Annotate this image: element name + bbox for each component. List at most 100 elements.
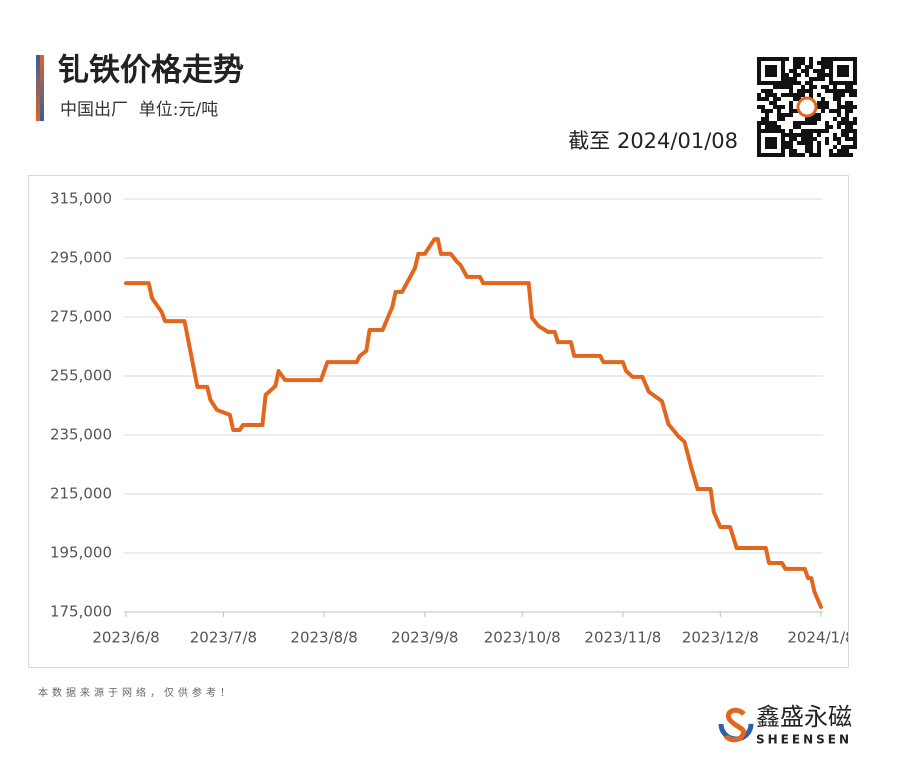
qr-cell [845,145,849,149]
qr-cell [801,89,805,93]
qr-cell [817,77,821,81]
x-axis: 2023/6/8 2023/7/8 2023/8/8 2023/9/8 2023/10/… [92,612,848,647]
brand-name: 鑫盛永磁 [756,703,852,731]
qr-cell [777,109,781,113]
qr-cell [789,89,793,93]
qr-cell [805,141,809,145]
qr-cell [765,117,769,121]
qr-cell [793,61,797,65]
qr-cell [801,129,805,133]
qr-cell [845,137,849,141]
chart-subtitle: 中国出厂 单位:元/吨 [60,100,218,120]
qr-cell [773,105,777,109]
qr-cell [849,93,853,97]
qr-cell [765,89,769,93]
qr-cell [825,125,829,129]
qr-cell [821,129,825,133]
qr-cell [837,137,841,141]
qr-cell [797,57,801,61]
qr-cell [797,65,801,69]
qr-cell [789,101,793,105]
qr-cell [845,133,849,137]
qr-cell [773,101,777,105]
qr-cell [797,125,801,129]
qr-cell [757,125,761,129]
qr-cell [849,121,853,125]
qr-cell [833,137,837,141]
x-tick-label: 2023/12/8 [682,629,759,647]
x-tick-label: 2023/10/8 [484,629,561,647]
qr-cell [817,141,821,145]
qr-cell [849,137,853,141]
qr-cell [837,105,841,109]
qr-cell [845,105,849,109]
qr-cell [801,57,805,61]
y-tick-label: 295,000 [50,249,112,267]
qr-cell [801,61,805,65]
qr-finder [757,57,785,85]
qr-cell [785,113,789,117]
qr-cell [769,125,773,129]
qr-cell [825,121,829,125]
qr-cell [837,97,841,101]
x-tick-label: 2023/7/8 [190,629,257,647]
qr-cell [841,117,845,121]
qr-cell [789,149,793,153]
qr-cell [805,89,809,93]
qr-cell [833,85,837,89]
qr-cell [809,137,813,141]
qr-cell [849,145,853,149]
qr-cell [833,117,837,121]
qr-cell [845,149,849,153]
x-tick-label: 2023/11/8 [584,629,661,647]
qr-cell [789,113,793,117]
qr-cell [793,121,797,125]
title-accent [36,55,40,121]
qr-cell [809,65,813,69]
qr-cell [837,93,841,97]
qr-cell [773,97,777,101]
qr-cell [761,97,765,101]
qr-cell [781,117,785,121]
qr-cell [789,69,793,73]
qr-finder [765,65,777,77]
qr-cell [809,93,813,97]
qr-cell [757,121,761,125]
qr-cell [805,69,809,73]
qr-cell [833,133,837,137]
y-tick-label: 315,000 [50,190,112,208]
qr-cell [853,137,857,141]
qr-cell [845,85,849,89]
qr-cell [813,121,817,125]
qr-cell [793,57,797,61]
qr-cell [837,125,841,129]
qr-cell [809,141,813,145]
qr-cell [817,113,821,117]
qr-cell [809,121,813,125]
qr-cell [853,93,857,97]
qr-cell [829,109,833,113]
qr-cell [793,65,797,69]
qr-cell [813,153,817,157]
qr-cell [849,153,853,157]
qr-cell [789,77,793,81]
qr-cell [797,133,801,137]
qr-cell [793,153,797,157]
qr-cell [837,141,841,145]
qr-cell [833,109,837,113]
qr-cell [797,89,801,93]
qr-cell [845,117,849,121]
qr-cell [785,141,789,145]
qr-cell [765,113,769,117]
qr-cell [805,65,809,69]
qr-cell [789,145,793,149]
qr-finder [837,65,849,77]
qr-cell [813,85,817,89]
logo-mark [723,707,746,743]
qr-cell [757,97,761,101]
qr-cell [797,121,801,125]
qr-cell [777,105,781,109]
qr-cell [809,133,813,137]
qr-cell [789,133,793,137]
